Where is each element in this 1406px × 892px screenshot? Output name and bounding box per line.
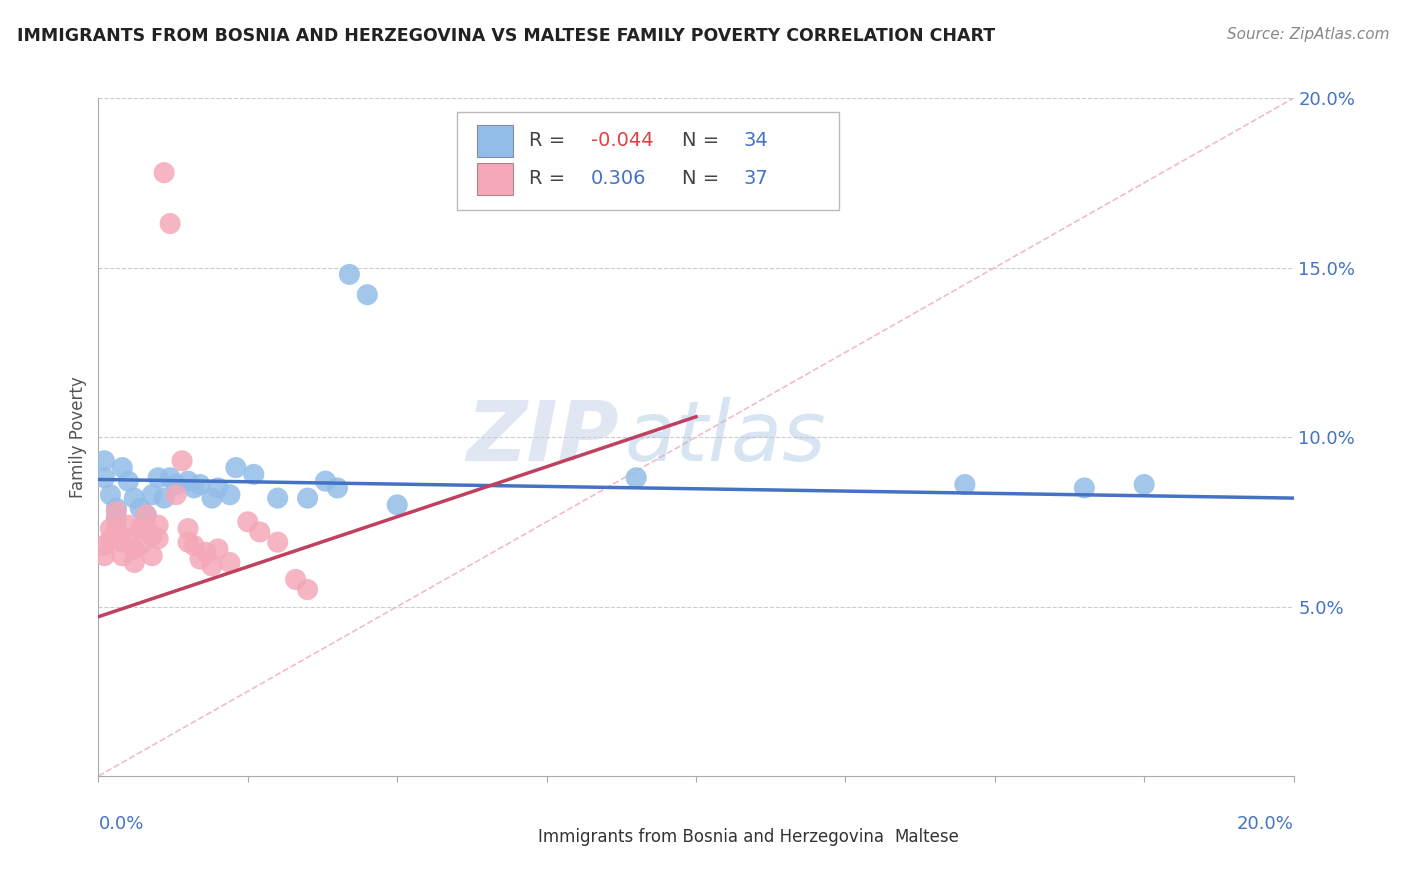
Point	[159, 471, 181, 485]
Point	[207, 481, 229, 495]
Point	[183, 481, 205, 495]
Text: R =: R =	[529, 169, 578, 188]
Point	[117, 474, 139, 488]
Point	[188, 552, 211, 566]
Point	[267, 491, 290, 505]
Point	[953, 477, 976, 491]
Point	[219, 556, 242, 570]
Point	[177, 522, 200, 536]
Text: N =: N =	[682, 169, 725, 188]
Point	[339, 268, 361, 282]
Text: 0.306: 0.306	[591, 169, 647, 188]
Text: Maltese: Maltese	[894, 828, 959, 846]
Point	[243, 467, 266, 482]
Point	[201, 558, 224, 573]
Point	[93, 471, 115, 485]
Point	[141, 528, 163, 542]
FancyBboxPatch shape	[860, 829, 887, 852]
Text: Immigrants from Bosnia and Herzegovina: Immigrants from Bosnia and Herzegovina	[538, 828, 884, 846]
Point	[135, 508, 157, 522]
Point	[201, 491, 224, 505]
FancyBboxPatch shape	[457, 112, 839, 210]
Point	[1133, 477, 1156, 491]
Text: atlas: atlas	[624, 397, 825, 477]
Point	[183, 539, 205, 553]
Point	[93, 549, 115, 563]
Point	[225, 460, 247, 475]
Point	[124, 541, 146, 556]
Point	[135, 522, 157, 536]
Point	[141, 549, 163, 563]
Point	[165, 488, 187, 502]
Point	[188, 477, 211, 491]
Point	[385, 498, 409, 512]
Point	[117, 532, 139, 546]
Point	[297, 491, 319, 505]
Point	[98, 522, 122, 536]
Point	[315, 474, 337, 488]
Point	[93, 454, 115, 468]
Text: R =: R =	[529, 131, 571, 151]
Text: 37: 37	[744, 169, 769, 188]
Point	[356, 287, 378, 301]
Point	[135, 508, 157, 522]
Point	[148, 471, 170, 485]
Point	[177, 474, 200, 488]
Point	[297, 582, 319, 597]
Point	[105, 511, 128, 525]
Text: 0.0%: 0.0%	[98, 815, 143, 833]
Point	[326, 481, 349, 495]
Text: -0.044: -0.044	[591, 131, 654, 151]
FancyBboxPatch shape	[505, 829, 531, 852]
Point	[98, 532, 122, 546]
Point	[124, 556, 146, 570]
Point	[236, 515, 259, 529]
Point	[195, 545, 218, 559]
Point	[93, 539, 115, 553]
Point	[153, 166, 176, 180]
Point	[267, 535, 290, 549]
Point	[111, 549, 134, 563]
FancyBboxPatch shape	[477, 162, 513, 195]
Point	[249, 524, 271, 539]
Point	[117, 518, 139, 533]
Point	[148, 532, 170, 546]
Point	[172, 454, 194, 468]
FancyBboxPatch shape	[477, 125, 513, 157]
Point	[129, 539, 152, 553]
Point	[124, 491, 146, 505]
Text: 34: 34	[744, 131, 769, 151]
Point	[153, 491, 176, 505]
Text: N =: N =	[682, 131, 725, 151]
Point	[1073, 481, 1095, 495]
Point	[165, 477, 187, 491]
Text: Source: ZipAtlas.com: Source: ZipAtlas.com	[1226, 27, 1389, 42]
Point	[98, 488, 122, 502]
Text: ZIP: ZIP	[465, 397, 619, 477]
Point	[159, 217, 181, 231]
Point	[105, 522, 128, 536]
Point	[177, 535, 200, 549]
Point	[129, 501, 152, 516]
Y-axis label: Family Poverty: Family Poverty	[69, 376, 87, 498]
Point	[105, 505, 128, 519]
Text: 20.0%: 20.0%	[1237, 815, 1294, 833]
Point	[284, 573, 307, 587]
Point	[141, 488, 163, 502]
Point	[148, 518, 170, 533]
Point	[219, 488, 242, 502]
Point	[129, 522, 152, 536]
Point	[207, 541, 229, 556]
Point	[111, 535, 134, 549]
Point	[105, 501, 128, 516]
Point	[626, 471, 648, 485]
Text: IMMIGRANTS FROM BOSNIA AND HERZEGOVINA VS MALTESE FAMILY POVERTY CORRELATION CHA: IMMIGRANTS FROM BOSNIA AND HERZEGOVINA V…	[17, 27, 995, 45]
Point	[111, 460, 134, 475]
